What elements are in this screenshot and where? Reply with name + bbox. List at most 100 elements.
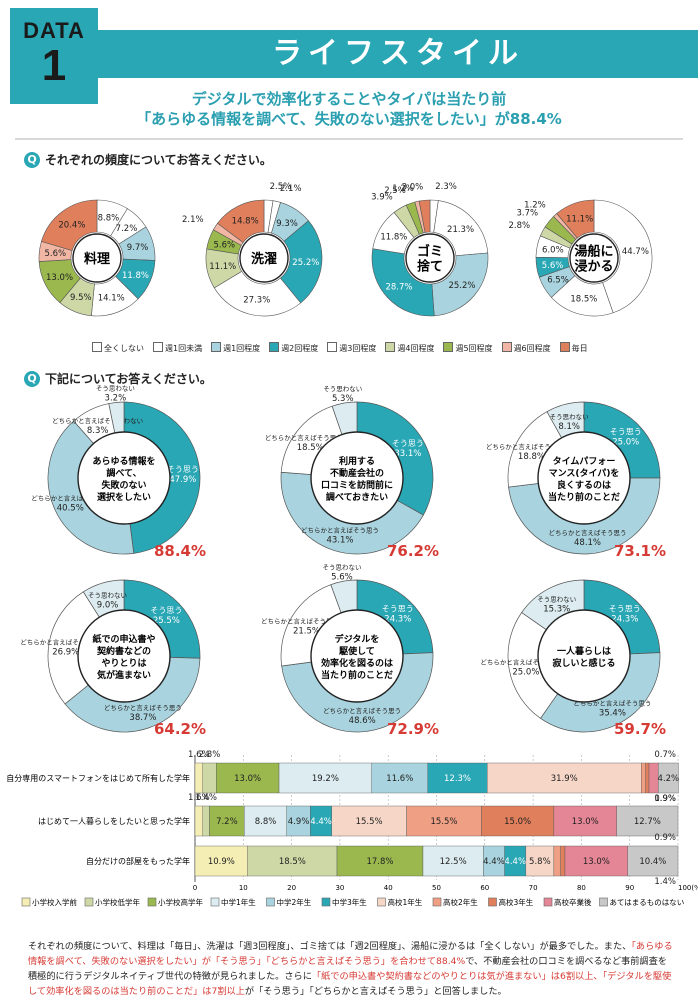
slice-label: 7.2% [116, 224, 138, 234]
x-tick-label: 100(%) [678, 884, 698, 892]
question-2-text: 下記についてお答えください。 [45, 372, 212, 386]
legend-item: 週6回程度 [501, 342, 551, 354]
slice-label: 5.6% [44, 249, 66, 259]
donut-center-label: 洗濯 [251, 251, 277, 267]
donut-center [405, 233, 455, 283]
bar-segment [331, 805, 407, 837]
bar-value-label: 0.7% [654, 750, 676, 760]
bar-value-label: 15.0% [504, 817, 531, 827]
legend-label: 週2回程度 [281, 344, 319, 353]
data-tag-number: 1 [41, 41, 67, 90]
bar-value-label: 4.4% [310, 817, 332, 827]
donut-center-label: ゴミ [417, 244, 443, 260]
bar-value-label: 2.8% [199, 750, 221, 760]
bar-segment [560, 845, 566, 877]
donut-center-label: 口コミを訪問前に [321, 479, 393, 491]
bar-segment [627, 845, 679, 877]
slice-label: どちらかと言えばそう思う 40.5% [31, 493, 109, 513]
bar-segment [202, 805, 210, 837]
total-percent: 64.2% [154, 720, 206, 738]
bar-segment [616, 805, 679, 837]
legend-swatch [501, 342, 512, 352]
subheading-1: デジタルで効率化することやタイパは当たり前 [191, 90, 507, 108]
donut-slice [593, 199, 653, 314]
donut-slice [371, 248, 435, 317]
donut-center-label: 失敗のない [101, 479, 146, 491]
legend-swatch [147, 897, 157, 907]
legend-item: 週1回未満 [153, 342, 202, 354]
legend-item: 週1回程度 [211, 342, 260, 354]
slice-label: 8.8% [98, 214, 120, 224]
slice-label: 9.3% [276, 219, 298, 229]
donut-center [310, 431, 404, 525]
question-2: Q 下記についてお答えください。 [24, 370, 212, 387]
bar-value-label: 4.4% [504, 857, 526, 867]
donut-center-label: 調べておきたい [326, 491, 388, 503]
bar-value-label: 0.9% [654, 794, 676, 804]
legend-label: 全くしない [104, 344, 144, 353]
slice-label: そう思わない 9.0% [88, 591, 127, 610]
legend-swatch [210, 897, 220, 907]
donut-slice [41, 199, 98, 251]
x-tick-label: 90 [625, 884, 634, 892]
bar-value-label: 4.4% [483, 857, 505, 867]
slice-label: どちらかと言えばそう思わない 25.0% [480, 657, 571, 677]
slice-label: 13.0% [46, 273, 73, 283]
slice-label: 11.1% [209, 262, 236, 272]
agreement-donut: そう思う 33.1% どちらかと言えばそう思う 43.1% どちらかと言えばそう思わない… [265, 385, 439, 560]
slice-label: 11.1% [566, 215, 593, 225]
bar-value-label: 12.3% [444, 774, 471, 784]
donut-center [537, 431, 631, 525]
slice-label: 5.6% [214, 240, 236, 250]
donut-center-label: 当たり前のことだ [321, 669, 393, 681]
donut-center-label: 湯船に [574, 244, 613, 260]
bar-value-label: 12.7% [634, 817, 661, 827]
bar-segment [194, 762, 203, 794]
donut-center-label: 調べて、 [106, 467, 141, 479]
legend-swatch [599, 897, 608, 907]
agreement-donut: そう思う 24.3% どちらかと言えばそう思う 35.4% どちらかと言えばそう思わない… [480, 579, 666, 738]
bar-segment [244, 805, 287, 837]
slice-label: 3.0% [402, 182, 424, 192]
question-1: Q それぞれの頻度についてお答えください。 [24, 151, 272, 168]
donut-center-label: 一人暮らしは [557, 645, 611, 657]
bar-value-label: 11.6% [386, 774, 413, 784]
slice-label: 18.5% [570, 295, 597, 305]
legend-swatch [321, 897, 331, 907]
bar-segment [422, 845, 484, 877]
frequency-donut: 2.5%2.1%9.3%25.2%27.3%11.1%5.6%2.1% 14.8%… [182, 182, 323, 317]
slice-label: 20.4% [58, 220, 85, 230]
donut-slice [431, 252, 489, 317]
donut-center-label: 浸かる [574, 259, 613, 275]
bar-value-label: 4.2% [658, 774, 680, 784]
bar-segment [216, 762, 280, 794]
donut-center [537, 609, 631, 703]
note-text: 「紙での申込書や契約書などのやりとりは気が進まない」は6割以上、「デジタルを駆使… [28, 971, 672, 997]
bar-value-label: 7.2% [216, 817, 238, 827]
donut-center-label: 選択をしたい [97, 491, 151, 503]
slice-label: そう思わない 8.1% [550, 413, 589, 432]
donut-slice [556, 199, 595, 239]
slice-label: 11.8% [380, 233, 407, 243]
bar-value-label: 13.0% [572, 817, 599, 827]
donut-center [72, 233, 122, 283]
slice-label: 14.8% [232, 216, 259, 226]
bar-segment [406, 805, 482, 837]
donut-center-label: 契約書などの [96, 645, 151, 657]
bar-segment [427, 762, 488, 794]
question-1-text: それぞれの頻度についてお答えください。 [45, 153, 272, 167]
bar-value-label: 0.9% [654, 833, 676, 843]
legend-swatch [432, 897, 442, 907]
bar-segment [553, 805, 617, 837]
donut-center [77, 431, 171, 525]
q-icon: Q [24, 370, 40, 387]
bar-value-label: 13.0% [583, 857, 610, 867]
bar-value-label: 17.8% [366, 857, 393, 867]
total-percent: 72.9% [387, 720, 439, 738]
legend-swatch [327, 342, 338, 352]
note-text: それぞれの頻度について、料理は「毎日」、洗濯は「週3回程度」、ゴミ捨ては「週2回… [28, 941, 632, 952]
slice-label: どちらかと言えばそう思わない 21.5% [261, 616, 352, 636]
bar-segment [209, 805, 245, 837]
slice-label: どちらかと言えばそう思う 35.4% [573, 699, 651, 719]
